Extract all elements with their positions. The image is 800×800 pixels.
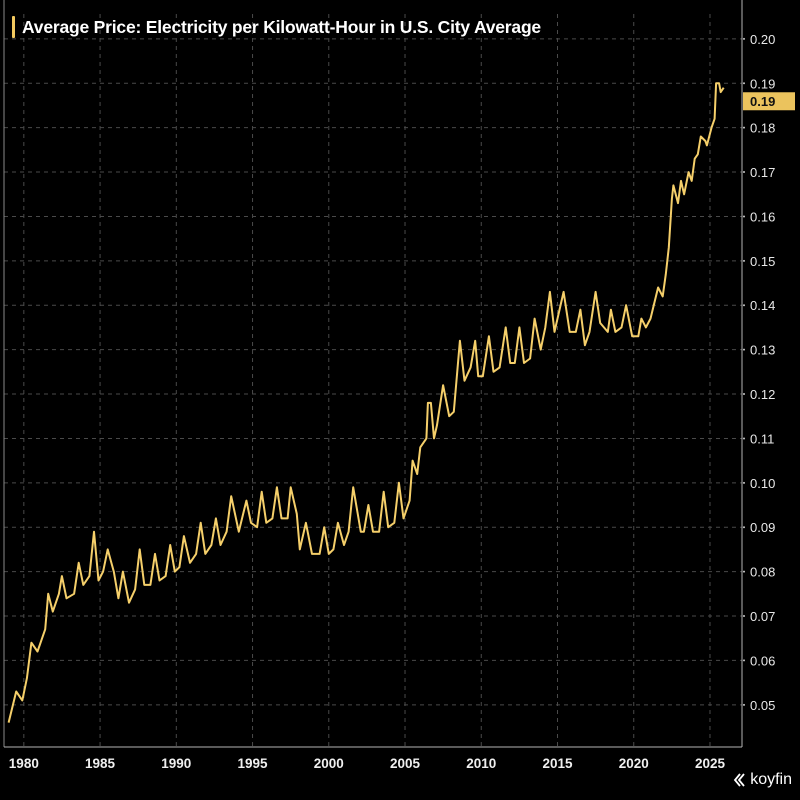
y-tick-mark	[743, 526, 745, 529]
x-tick-label: 2005	[390, 756, 421, 771]
y-tick-mark	[743, 615, 745, 618]
y-tick-label: 0.07	[750, 609, 775, 624]
y-tick-mark	[743, 259, 745, 262]
y-tick-mark	[743, 82, 745, 85]
x-tick-label: 2025	[695, 756, 726, 771]
koyfin-logo-icon	[734, 773, 745, 787]
y-tick-label: 0.20	[750, 32, 775, 47]
y-tick-label: 0.09	[750, 520, 775, 535]
y-tick-mark	[743, 215, 745, 218]
gridlines	[4, 14, 742, 747]
y-tick-label: 0.18	[750, 121, 775, 136]
y-tick-label: 0.11	[750, 431, 774, 446]
chart-title-text: Average Price: Electricity per Kilowatt-…	[22, 16, 541, 37]
y-tick-label: 0.12	[750, 387, 775, 402]
y-tick-mark	[743, 393, 745, 396]
series-line	[7, 82, 725, 723]
y-tick-mark	[743, 126, 745, 129]
x-axis: 1980 1985 1990 1995 2000 2005 2010 2015 2020 2025	[9, 756, 726, 771]
y-tick-label: 0.08	[750, 565, 775, 580]
x-tick-label: 2000	[314, 756, 344, 771]
y-tick-label: 0.15	[750, 254, 775, 269]
last-value-label: 0.19	[743, 92, 795, 111]
last-value-badge	[743, 92, 795, 111]
koyfin-logo[interactable]: koyfin	[733, 771, 792, 789]
chart-title: Average Price: Electricity per Kilowatt-…	[12, 16, 541, 38]
y-tick-label: 0.14	[750, 298, 775, 313]
y-tick-mark	[743, 481, 745, 484]
series-color-marker	[12, 16, 15, 38]
y-tick-mark	[743, 37, 745, 40]
y-tick-mark	[743, 437, 745, 440]
x-tick-label: 1995	[238, 756, 269, 771]
x-tick-label: 1985	[85, 756, 116, 771]
x-tick-label: 2020	[619, 756, 649, 771]
y-tick-label: 0.19	[750, 76, 775, 91]
x-tick-label: 1990	[161, 756, 191, 771]
last-value-text: 0.19	[750, 94, 775, 109]
y-tick-label: 0.16	[750, 209, 775, 224]
y-tick-label: 0.17	[750, 165, 775, 180]
y-tick-mark	[743, 659, 745, 662]
y-tick-mark	[743, 703, 745, 706]
y-tick-mark	[743, 171, 745, 174]
y-tick-label: 0.10	[750, 476, 775, 491]
plot-frame	[3, 0, 743, 748]
x-tick-label: 1980	[9, 756, 39, 771]
y-tick-label: 0.05	[750, 698, 775, 713]
y-tick-label: 0.06	[750, 653, 775, 668]
y-tick-label: 0.13	[750, 343, 775, 358]
y-axis: 0.05 0.06 0.07 0.08 0.09 0.10 0.11 0.12 0.13 0.14…	[743, 32, 775, 713]
y-tick-mark	[743, 304, 745, 307]
x-tick-label: 2015	[542, 756, 573, 771]
x-tick-label: 2010	[466, 756, 496, 771]
logo-text: koyfin	[750, 771, 792, 788]
y-tick-mark	[743, 570, 745, 573]
y-tick-mark	[743, 348, 745, 351]
